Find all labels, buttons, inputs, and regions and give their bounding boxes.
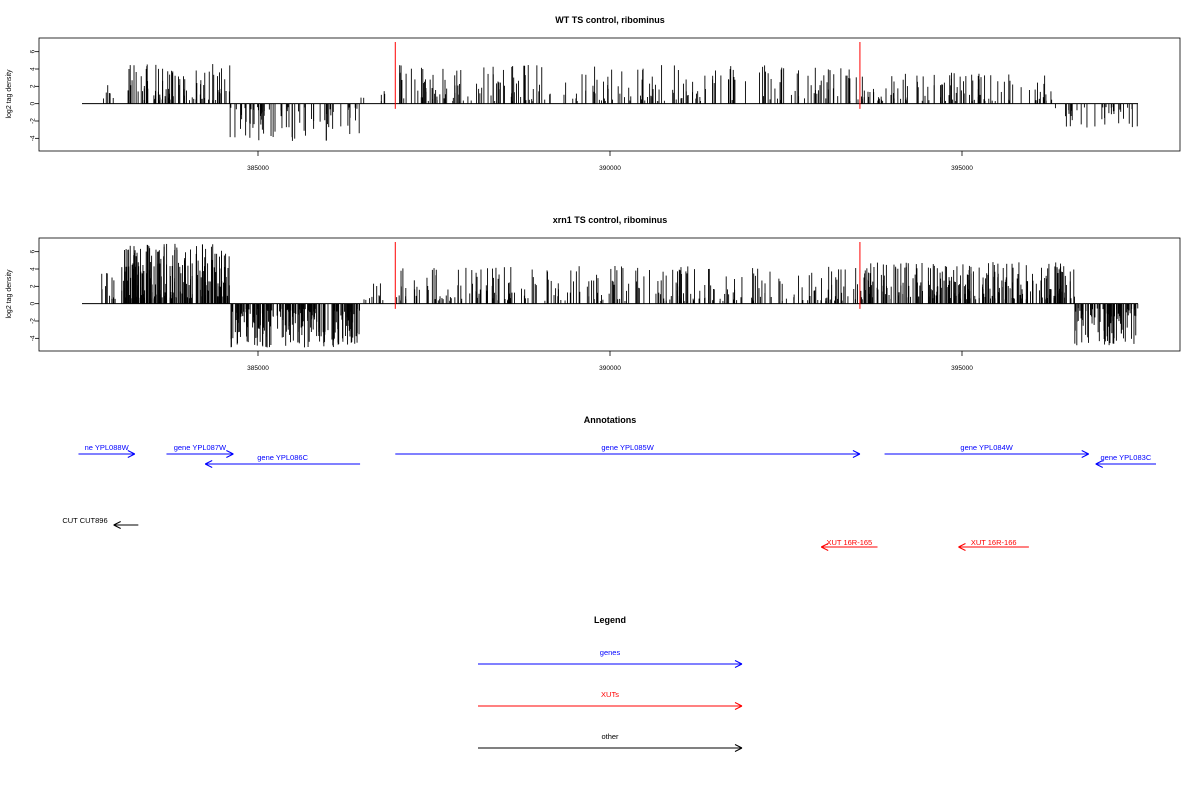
track-xrn1-bars [82, 242, 1139, 348]
y-tick-label: 6 [30, 49, 37, 53]
y-tick-label: -4 [30, 335, 37, 341]
track-xrn1-title: xrn1 TS control, ribominus [553, 215, 668, 225]
y-tick-label: 4 [30, 267, 37, 271]
y-tick-label: -2 [30, 118, 37, 124]
track-xrn1-y-axis: -4 -2 0 2 4 6 [30, 249, 39, 341]
gene-arrow [884, 450, 1089, 458]
gene-label: gene YPL085W [601, 443, 654, 452]
legend-arrow [478, 702, 743, 710]
gene-label: gene YPL086C [257, 453, 308, 462]
gene-arrow [1095, 460, 1156, 468]
track-wt-bars [82, 42, 1138, 141]
track-xrn1-x-axis: 385000 390000 395000 [247, 351, 973, 372]
track-xrn1: xrn1 TS control, ribominus -4 -2 0 2 4 6 3850… [6, 215, 1181, 372]
x-tick-label: 395000 [951, 365, 973, 372]
y-tick-label: -4 [30, 135, 37, 141]
gene-arrow [395, 450, 861, 458]
legend-arrow [478, 744, 743, 752]
xut-arrow [820, 543, 878, 551]
other-arrow [113, 521, 139, 529]
xut-label: XUT 16R-165 [827, 538, 873, 547]
y-tick-label: 0 [30, 101, 37, 105]
gene-label: gene YPL084W [960, 443, 1013, 452]
y-tick-label: 2 [30, 284, 37, 288]
legend-title: Legend [594, 615, 626, 625]
track-wt-x-axis: 385000 390000 395000 [247, 151, 973, 172]
xut-label: XUT 16R-166 [971, 538, 1017, 547]
annotations-panel: Annotations ne YPL088W gene YPL087W gene Y… [62, 415, 1156, 551]
legend-label: XUTs [601, 690, 619, 699]
track-wt-y-label: log2 tag density [6, 69, 13, 119]
track-wt-plot-frame [38, 37, 1181, 152]
y-tick-label: -2 [30, 318, 37, 324]
track-xrn1-y-label: log2 tag density [6, 269, 13, 319]
legend-label: other [601, 732, 619, 741]
xut-arrow [958, 543, 1029, 551]
track-wt-title: WT TS control, ribominus [555, 15, 665, 25]
y-tick-label: 4 [30, 67, 37, 71]
y-tick-label: 2 [30, 84, 37, 88]
legend-label: genes [600, 648, 621, 657]
y-tick-label: 0 [30, 301, 37, 305]
legend-arrow [478, 660, 743, 668]
gene-label: gene YPL083C [1101, 453, 1152, 462]
annotation-features: ne YPL088W gene YPL087W gene YPL086C gene Y… [62, 443, 1156, 551]
x-tick-label: 390000 [599, 365, 621, 372]
gene-label: ne YPL088W [85, 443, 130, 452]
x-tick-label: 385000 [247, 165, 269, 172]
legend: Legend genes XUTs other [478, 615, 743, 752]
other-label: CUT CUT896 [62, 516, 107, 525]
gene-label: gene YPL087W [174, 443, 227, 452]
x-tick-label: 385000 [247, 365, 269, 372]
track-wt-y-axis: -4 -2 0 2 4 6 [30, 49, 39, 141]
x-tick-label: 390000 [599, 165, 621, 172]
annotations-title: Annotations [584, 415, 637, 425]
gene-arrow [166, 450, 234, 458]
gene-arrow [204, 460, 361, 468]
gene-arrow [78, 450, 136, 458]
legend-items: genes XUTs other [478, 648, 743, 752]
y-tick-label: 6 [30, 249, 37, 253]
track-wt: WT TS control, ribominus -4 -2 0 2 4 6 385000… [6, 15, 1181, 172]
track-xrn1-plot-frame [38, 237, 1181, 352]
x-tick-label: 395000 [951, 165, 973, 172]
